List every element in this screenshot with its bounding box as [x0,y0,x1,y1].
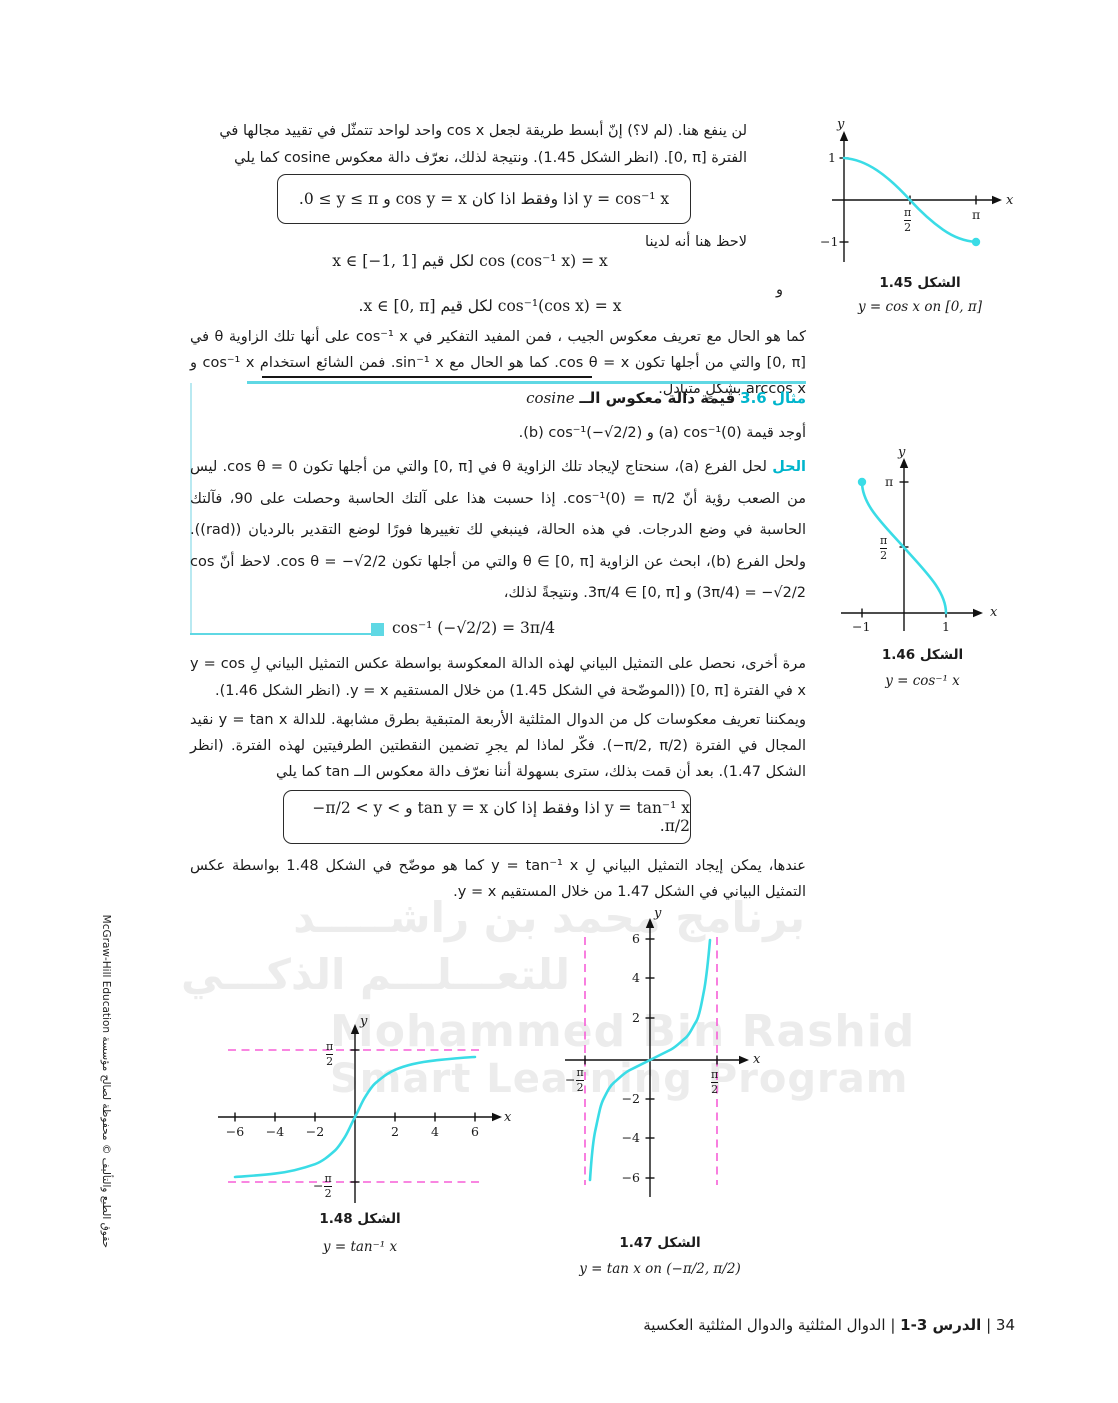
black-divider-rule [262,376,592,378]
example-heading: مثال 3.6 قيمة دالة معكوس الــ cosine [190,389,806,407]
tangent-inverse-definition-box: ⁦y = tan⁻¹ x⁩ اذا وفقط إذا كان ⁦tan y = … [283,790,691,844]
cosine-inverse-definition: ⁦y = cos⁻¹ x⁩ اذا وفقط اذا كان ⁦cos y = … [298,190,670,208]
figure-formula: y = cos⁻¹ x [885,673,960,689]
watermark-arabic-line2: للتعـــلـــم الذكـــي [180,950,570,999]
footer-page-number: 34 [995,1316,1015,1334]
figure-caption: الشكل 1.46 [881,647,964,663]
xtick-neg4: −4 [265,1124,285,1139]
solution-label: الحل [772,459,806,475]
figure-caption: الشكل 1.48 [319,1211,401,1227]
paragraph-arctan-graph: عندها، يمكن إيجاد التمثيل البياني لِ ⁦y … [190,858,806,900]
paragraph-arccos: كما هو الحال مع تعريف معكوس الجيب ، فمن … [190,329,806,397]
ytick-2: 2 [632,1010,640,1025]
tick-pi: π [972,207,981,222]
arccos-curve [860,480,948,615]
footer-lesson-title: الدوال المثلثية والدوال المثلثية العكسية [643,1316,886,1334]
paragraph-tangent-intro: ويمكننا تعريف معكوسات كل من الدوال المثل… [190,712,806,780]
example-number-label: مثال 3.6 [740,389,806,407]
xtick-neg-pi-over-2: − π 2 [565,1066,584,1094]
y-axis-label: y [837,117,845,132]
watermark-english-line1: Mohammed Bin Rashid [330,1006,916,1057]
xtick-4: 4 [431,1124,439,1139]
cosine-inverse-definition-box: ⁦y = cos⁻¹ x⁩ اذا وفقط اذا كان ⁦cos y = … [277,174,691,224]
example-solution: الحل لحل الفرع ⁦(a)⁩، سنحتاج لإيجاد تلك … [190,452,806,610]
footer-separator: | [890,1316,896,1334]
cosine-curve [842,156,978,244]
example-title: قيمة دالة معكوس الــ [579,389,736,407]
xtick-2: 2 [391,1124,399,1139]
curve-endpoint-dot [857,477,867,487]
figure-1-45-plot [832,131,1002,262]
tangent-inverse-definition: ⁦y = tan⁻¹ x⁩ اذا وفقط إذا كان ⁦tan y = … [312,799,690,835]
tick-neg1: −1 [852,619,871,634]
example-top-rule [247,381,806,384]
solution-text: لحل الفرع ⁦(a)⁩، سنحتاج لإيجاد تلك الزاو… [190,459,806,601]
x-axis-label: x [990,605,998,620]
figure-1-48-plot [218,1024,502,1203]
ytick-neg-pi-over-2: − π 2 [313,1172,332,1200]
footer-separator: | [986,1316,992,1334]
y-axis-label: y [898,445,906,460]
tick-1: 1 [828,150,836,165]
figure-formula: y = cos x on [0, π] [857,299,983,315]
figure-caption: الشكل 1.45 [879,275,961,291]
x-axis-label: x [504,1110,512,1125]
example-prompt: أوجد قيمة ⁦(a) cos⁻¹(0)⁩ و ⁦(b) cos⁻¹(−√… [518,425,806,441]
y-axis-label: y [360,1014,368,1029]
example-left-border [190,383,192,634]
tangent-curve [588,938,712,1182]
tick-pi: π [885,474,894,489]
watermark-arabic-line1: برنامج محمد بن راشـــــد [293,893,805,942]
curve-endpoint-dot [971,237,981,247]
x-axis-label: x [1006,193,1014,208]
xtick-neg6: −6 [225,1124,245,1139]
figure-1-46-plot [841,458,983,631]
identity-equation-1: ⁦cos (cos⁻¹ x) = x⁩ لكل قيم ⁦x ∈ [−1, 1]… [332,252,608,270]
figure-caption: الشكل 1.47 [619,1235,701,1251]
example-title-math: cosine [526,389,575,407]
arctan-curve [233,1055,477,1179]
copyright-sidebar: حقوق الطبع والتأليف © محفوظة لصالح مؤسسة… [100,914,112,1248]
conjunction-waw: و [776,282,784,298]
x-axis-label: x [753,1052,761,1067]
figure-1-47-plot [565,918,749,1197]
ytick-4: 4 [632,970,640,985]
xtick-neg2: −2 [305,1124,325,1139]
example-result-equation: cos⁻¹ (−√2/2) = 3π/4 [392,619,556,637]
ytick-neg4: −4 [621,1130,640,1145]
ytick-neg2: −2 [621,1091,640,1106]
ytick-neg6: −6 [621,1170,640,1185]
paragraph-reflect-graph: مرة أخرى، نحصل على التمثيل البياني لهذه … [190,656,806,699]
y-axis-label: y [654,906,662,921]
tick-1: 1 [942,619,950,634]
page-footer: 34 | الدرس 3-1 | الدوال المثلثية والدوال… [400,1316,1015,1334]
identity-equation-2: ⁦cos⁻¹(cos x) = x⁩ لكل قيم ⁦x ∈ [0, π]⁩. [358,297,622,315]
tick-neg1: −1 [820,234,839,249]
ytick-6: 6 [632,931,640,946]
figure-formula: y = tan x on (−π/2, π/2) [579,1261,741,1277]
footer-lesson: الدرس 3-1 [900,1316,982,1334]
intro-paragraph: لن ينفع هنا. (لم لا؟) إنّ أبسط طريقة لجع… [219,123,747,166]
figure-formula: y = tan⁻¹ x [322,1239,398,1255]
example-end-rule [190,633,371,636]
xtick-6: 6 [471,1124,479,1139]
example-end-square [371,623,384,636]
note-line: لاحظ هنا أنه لدينا [645,234,747,250]
